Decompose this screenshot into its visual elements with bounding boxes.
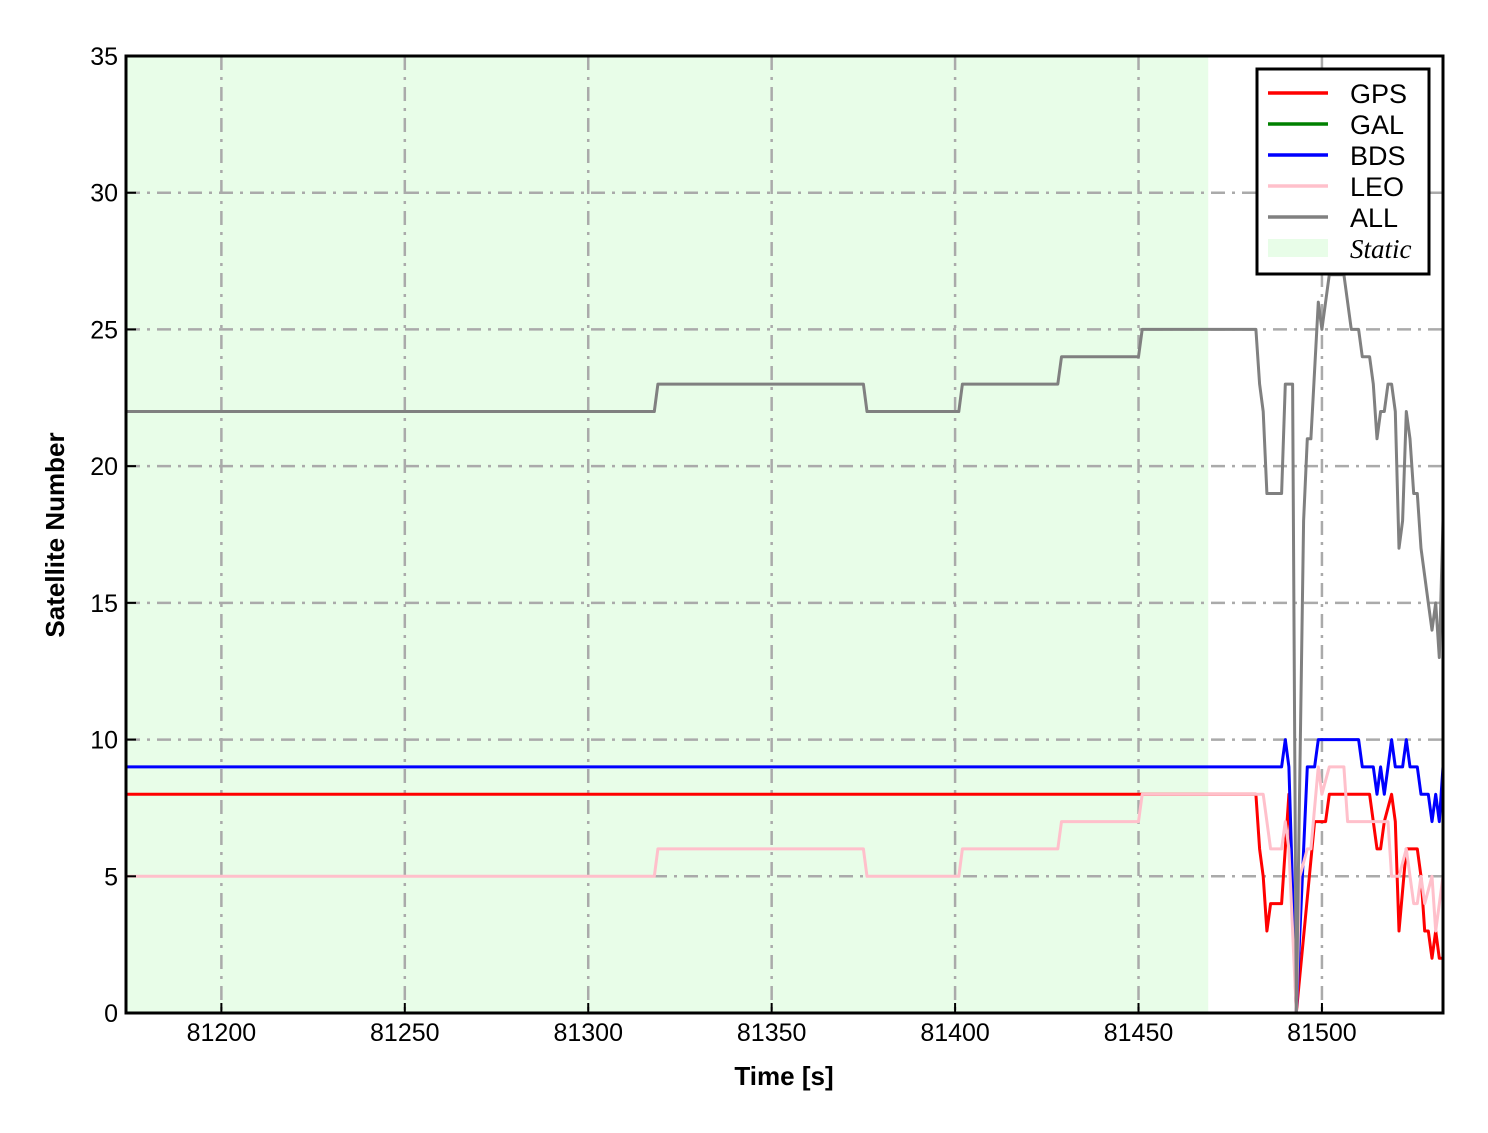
grid-layer — [126, 56, 1443, 1013]
legend-label-bds: BDS — [1350, 141, 1406, 171]
series-line-leo — [126, 765, 1445, 1015]
x-tick-label: 81500 — [1287, 1019, 1357, 1047]
legend-swatch-static — [1268, 239, 1328, 257]
y-tick-label: 0 — [104, 1000, 118, 1028]
x-tick-label: 81200 — [187, 1019, 257, 1047]
tick-layer: 81200 81250 81300 81350 81400 81450 81500 0 5 10 1… — [90, 43, 1357, 1047]
y-tick-label: 35 — [90, 43, 118, 71]
series-line-gps — [126, 792, 1443, 1015]
legend-label-leo: LEO — [1350, 172, 1404, 202]
y-tick-label: 15 — [90, 590, 118, 618]
legend-label-gal: GAL — [1350, 110, 1404, 140]
y-tick-label: 10 — [90, 727, 118, 755]
y-tick-label: 5 — [104, 863, 118, 891]
plot-frame — [124, 54, 1445, 1015]
x-tick-label: 81250 — [370, 1019, 440, 1047]
legend-label-gps: GPS — [1350, 79, 1407, 109]
x-tick-label: 81300 — [553, 1019, 623, 1047]
x-tick-label: 81450 — [1104, 1019, 1174, 1047]
static-region-layer — [126, 56, 1209, 1013]
x-tick-label: 81350 — [737, 1019, 807, 1047]
legend-label-static: Static — [1350, 234, 1412, 264]
x-axis-label: Time [s] — [734, 1061, 833, 1091]
y-tick-label: 20 — [90, 453, 118, 481]
legend-label-all: ALL — [1350, 203, 1398, 233]
y-tick-label: 25 — [90, 316, 118, 344]
x-tick-label: 81400 — [920, 1019, 990, 1047]
series-line-bds — [126, 738, 1445, 1015]
y-axis-label: Satellite Number — [40, 432, 70, 637]
y-tick-label: 30 — [90, 180, 118, 208]
static-region — [126, 56, 1209, 1013]
